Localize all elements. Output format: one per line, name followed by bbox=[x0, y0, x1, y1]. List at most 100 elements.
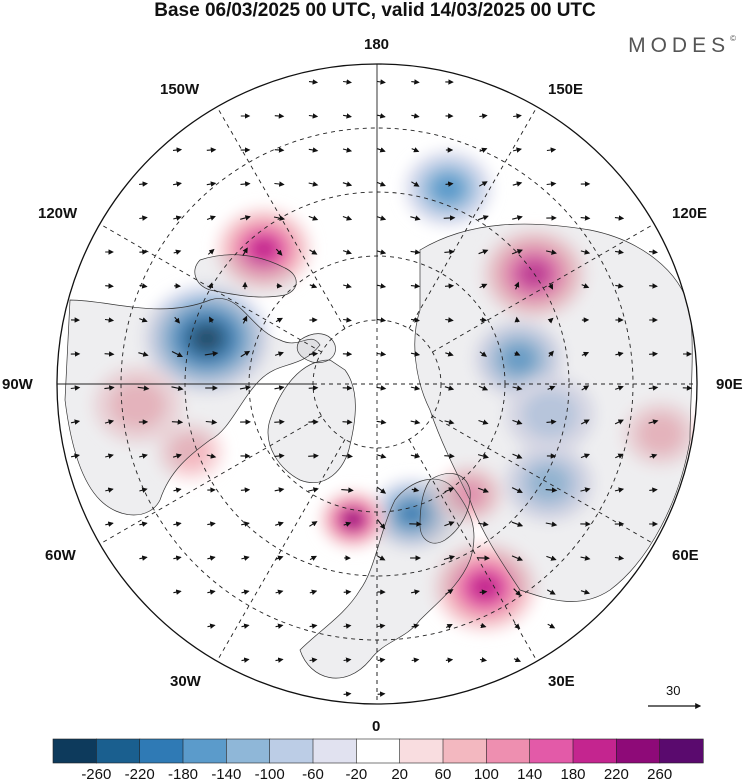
wind-arrow bbox=[546, 419, 557, 425]
lon-label-150e: 150E bbox=[548, 81, 584, 98]
brand-text: MODES bbox=[628, 34, 731, 57]
colorbar-swatch bbox=[226, 738, 271, 764]
lon-label-90w: 90W bbox=[2, 376, 33, 393]
wind-arrow bbox=[445, 623, 453, 630]
lon-label-60w: 60W bbox=[45, 547, 76, 564]
copyright-mark: © bbox=[730, 34, 736, 43]
wind-arrow bbox=[546, 181, 557, 187]
wind-arrow bbox=[514, 281, 520, 290]
colorbar-tick-label: 140 bbox=[517, 766, 543, 783]
wind-arrow bbox=[241, 555, 250, 561]
wind-arrow bbox=[512, 147, 522, 153]
wind-arrow bbox=[342, 215, 353, 221]
wind-arrow bbox=[648, 385, 659, 391]
wind-arrow bbox=[478, 419, 489, 425]
wind-arrow bbox=[274, 385, 285, 391]
wind-arrow bbox=[274, 147, 285, 153]
wind-arrow bbox=[343, 657, 352, 663]
colorbar-swatch bbox=[399, 738, 444, 764]
wind-arrow bbox=[309, 657, 318, 663]
colorbar-swatch bbox=[52, 738, 97, 764]
wind-arrow bbox=[615, 283, 624, 289]
wind-arrow bbox=[581, 283, 590, 289]
wind-vectors bbox=[70, 79, 693, 697]
wind-arrow bbox=[513, 588, 522, 597]
wind-arrow bbox=[377, 555, 386, 561]
wind-arrow bbox=[376, 453, 387, 459]
wind-arrow bbox=[274, 453, 285, 459]
wind-arrow bbox=[547, 623, 556, 629]
colorbar-swatch bbox=[139, 738, 184, 764]
wind-arrow bbox=[274, 351, 284, 357]
colorbar-tick-label: 20 bbox=[391, 766, 408, 783]
wind-arrow bbox=[206, 181, 217, 187]
wind-arrow bbox=[615, 385, 624, 391]
modes-logo: MODES© bbox=[628, 34, 736, 58]
wind-arrow bbox=[241, 657, 250, 663]
wind-arrow bbox=[308, 147, 319, 153]
wind-arrow bbox=[479, 589, 488, 595]
wind-arrow bbox=[511, 555, 524, 561]
anomaly-blob bbox=[470, 574, 500, 601]
wind-arrow bbox=[308, 487, 319, 493]
wind-arrow bbox=[410, 351, 421, 357]
lon-label-0: 0 bbox=[372, 718, 381, 735]
wind-arrow bbox=[478, 181, 488, 187]
colorbar-swatch bbox=[442, 738, 487, 764]
wind-arrow bbox=[308, 351, 319, 357]
wind-arrow bbox=[411, 147, 420, 153]
wind-arrow bbox=[275, 248, 283, 256]
lon-label-30w: 30W bbox=[170, 673, 201, 690]
colorbar-tick-label: -220 bbox=[124, 766, 155, 783]
wind-arrow bbox=[104, 385, 115, 391]
colorbar-tick-label: 260 bbox=[647, 766, 673, 783]
wind-arrow bbox=[614, 555, 625, 561]
wind-arrow bbox=[478, 249, 489, 255]
meridian-line bbox=[432, 415, 655, 545]
wind-arrow bbox=[614, 419, 624, 425]
wind-arrow bbox=[173, 249, 182, 255]
wind-arrow bbox=[173, 555, 182, 561]
wind-arrow bbox=[105, 521, 114, 527]
wind-arrow bbox=[139, 555, 148, 561]
wind-arrow bbox=[343, 521, 352, 527]
wind-arrow bbox=[105, 283, 114, 289]
wind-arrow bbox=[342, 249, 352, 255]
europe-coast bbox=[299, 478, 475, 679]
wind-arrow bbox=[443, 555, 456, 561]
anomaly-blob bbox=[193, 326, 221, 350]
wind-arrow bbox=[514, 316, 520, 323]
wind-arrow bbox=[173, 487, 182, 493]
wind-arrow bbox=[581, 385, 590, 391]
wind-arrow bbox=[410, 453, 421, 459]
wind-arrow bbox=[275, 555, 284, 561]
wind-arrow bbox=[410, 419, 421, 425]
wind-arrow bbox=[410, 589, 420, 595]
wind-arrow bbox=[580, 453, 591, 459]
colorbar-swatch bbox=[312, 738, 357, 764]
wind-arrow bbox=[239, 385, 252, 391]
wind-arrow bbox=[444, 521, 455, 527]
wind-arrow bbox=[308, 79, 319, 85]
lon-label-120e: 120E bbox=[672, 205, 708, 222]
wind-arrow bbox=[445, 657, 454, 663]
anomaly-blob bbox=[638, 414, 684, 454]
anomaly-blob bbox=[170, 434, 212, 470]
wind-arrow bbox=[411, 79, 420, 85]
lon-label-30e: 30E bbox=[548, 673, 575, 690]
wind-arrow bbox=[139, 317, 148, 323]
colorbar-tick-label: -140 bbox=[211, 766, 242, 783]
wind-arrow bbox=[614, 215, 625, 221]
wind-arrow bbox=[376, 249, 387, 255]
wind-arrow bbox=[309, 555, 317, 561]
lon-label-120w: 120W bbox=[38, 205, 78, 222]
wind-arrow bbox=[105, 453, 114, 459]
wind-arrow bbox=[410, 283, 421, 289]
wind-arrow bbox=[514, 623, 521, 630]
wind-arrow bbox=[139, 487, 148, 493]
wind-arrow bbox=[581, 351, 590, 357]
anomaly-blob bbox=[503, 345, 535, 373]
north-america-coast bbox=[64, 298, 321, 516]
colorbar-tick-label: -60 bbox=[302, 766, 324, 783]
